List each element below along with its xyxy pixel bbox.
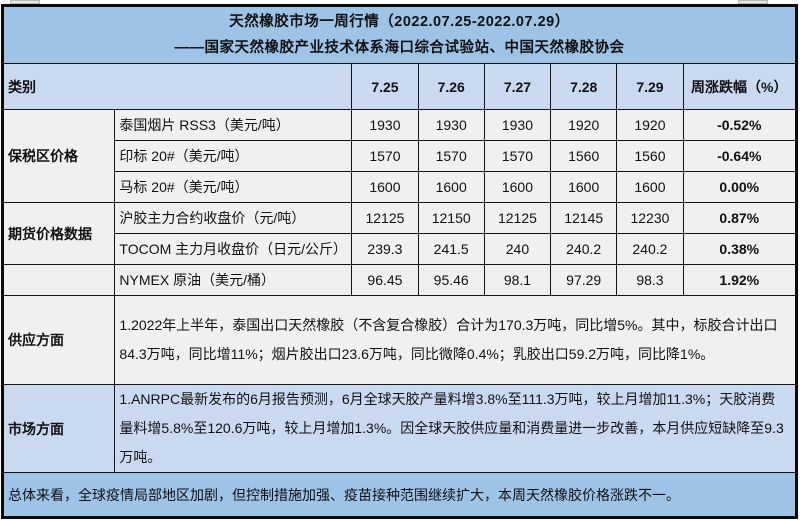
value-cell: 1600 — [351, 171, 419, 203]
title-band: 天然橡胶市场一周行情（2022.07.25-2022.07.29） ——国家天然… — [2, 5, 797, 64]
value-cell: 240.2 — [616, 233, 684, 265]
value-cell: 1930 — [417, 109, 485, 141]
page-subtitle: ——国家天然橡胶产业技术体系海口综合试验站、中国天然橡胶协会 — [174, 40, 625, 56]
value-cell: 1600 — [417, 171, 485, 203]
table-row: NYMEX 原油（美元/桶） 96.45 95.46 98.1 97.29 98… — [1, 264, 798, 296]
section-label-market: 市场方面 — [1, 384, 116, 473]
row-item-label: NYMEX 原油（美元/桶） — [114, 264, 353, 296]
column-header-date-5: 7.29 — [616, 63, 684, 110]
value-cell: 98.1 — [483, 264, 552, 296]
weekly-change-cell: -0.52% — [682, 109, 798, 141]
value-cell: 241.5 — [417, 233, 485, 265]
table-row: 马标 20#（美元/吨） 1600 1600 1600 1600 1600 0.… — [3, 171, 798, 203]
table-row: 期货价格数据 沪胶主力合约收盘价（元/吨） 12125 12150 12125 … — [1, 202, 798, 265]
value-cell: 239.3 — [351, 233, 419, 265]
column-header-date-2: 7.26 — [417, 63, 485, 110]
market-section-row: 市场方面 1.ANRPC最新发布的6月报告预测，6月全球天胶产量料增3.8%至1… — [1, 384, 797, 473]
row-item-label: 印标 20#（美元/吨） — [114, 140, 353, 172]
top-right-drag-handle — [738, 0, 768, 4]
value-cell: 1600 — [483, 171, 552, 203]
weekly-change-cell: -0.64% — [682, 140, 798, 172]
column-header-category: 类别 — [1, 63, 353, 110]
value-cell: 1570 — [417, 140, 485, 172]
top-left-drag-handle — [10, 0, 40, 4]
weekly-change-cell: 0.00% — [682, 171, 798, 203]
value-cell: 1560 — [616, 140, 684, 172]
group-label-empty — [1, 264, 116, 296]
value-cell: 1930 — [351, 109, 419, 141]
value-cell: 98.3 — [616, 264, 684, 296]
group-label-bonded-zone: 保税区价格 — [1, 109, 116, 203]
value-cell: 1920 — [550, 109, 618, 141]
summary-row: 总体来看，全球疫情局部地区加剧，但控制措施加强、疫苗接种范围继续扩大，本周天然橡… — [2, 472, 797, 518]
summary-text: 总体来看，全球疫情局部地区加剧，但控制措施加强、疫苗接种范围继续扩大，本周天然橡… — [2, 472, 797, 518]
column-header-date-4: 7.28 — [550, 63, 618, 110]
table-row: 保税区价格 泰国烟片 RSS3（美元/吨） 1930 1930 1930 192… — [1, 109, 798, 203]
weekly-change-cell: 0.87% — [682, 202, 798, 234]
value-cell: 12125 — [351, 202, 419, 234]
value-cell: 240.2 — [550, 233, 618, 265]
value-cell: 240 — [483, 233, 552, 265]
value-cell: 1600 — [616, 171, 684, 203]
table-row: 印标 20#（美元/吨） 1570 1570 1570 1560 1560 -0… — [3, 140, 798, 172]
value-cell: 95.46 — [417, 264, 485, 296]
value-cell: 12145 — [550, 202, 618, 234]
page-title: 天然橡胶市场一周行情（2022.07.25-2022.07.29） — [229, 14, 570, 30]
value-cell: 1920 — [616, 109, 684, 141]
row-item-label: 马标 20#（美元/吨） — [114, 171, 353, 203]
value-cell: 12125 — [483, 202, 552, 234]
value-cell: 12230 — [616, 202, 684, 234]
group-label-futures: 期货价格数据 — [1, 202, 116, 265]
value-cell: 1570 — [351, 140, 419, 172]
market-section-text: 1.ANRPC最新发布的6月报告预测，6月全球天胶产量料增3.8%至111.3万… — [114, 384, 797, 473]
value-cell: 1570 — [483, 140, 552, 172]
column-header-date-1: 7.25 — [351, 63, 419, 110]
value-cell: 1930 — [483, 109, 552, 141]
section-label-supply: 供应方面 — [1, 295, 116, 385]
row-item-label: 泰国烟片 RSS3（美元/吨） — [114, 109, 353, 141]
weekly-change-cell: 0.38% — [682, 233, 798, 265]
row-item-label: 沪胶主力合约收盘价（元/吨） — [114, 202, 353, 234]
value-cell: 1600 — [550, 171, 618, 203]
value-cell: 12150 — [417, 202, 485, 234]
column-header-weekly-change: 周涨跌幅（%） — [682, 63, 798, 110]
supply-section-text: 1.2022年上半年，泰国出口天然橡胶（不含复合橡胶）合计为170.3万吨，同比… — [114, 295, 797, 385]
column-header-date-3: 7.27 — [483, 63, 552, 110]
supply-section-row: 供应方面 1.2022年上半年，泰国出口天然橡胶（不含复合橡胶）合计为170.3… — [1, 295, 797, 385]
row-item-label: TOCOM 主力月收盘价（日元/公斤） — [114, 233, 353, 265]
rubber-market-weekly-table: 天然橡胶市场一周行情（2022.07.25-2022.07.29） ——国家天然… — [1, 4, 798, 519]
table-row: TOCOM 主力月收盘价（日元/公斤） 239.3 241.5 240 240.… — [3, 233, 798, 265]
value-cell: 1560 — [550, 140, 618, 172]
weekly-change-cell: 1.92% — [682, 264, 798, 296]
value-cell: 96.45 — [351, 264, 419, 296]
value-cell: 97.29 — [550, 264, 618, 296]
